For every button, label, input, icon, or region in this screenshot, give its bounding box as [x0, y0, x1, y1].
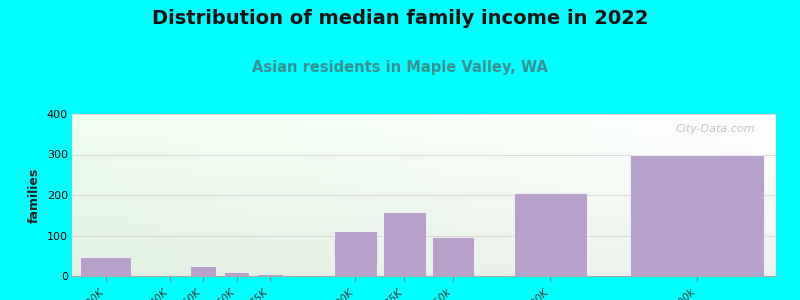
Bar [432, 237, 474, 276]
Text: Asian residents in Maple Valley, WA: Asian residents in Maple Valley, WA [252, 60, 548, 75]
Y-axis label: families: families [28, 167, 41, 223]
Bar [630, 154, 764, 276]
Text: City-Data.com: City-Data.com [675, 124, 755, 134]
Bar [224, 272, 250, 276]
Bar [80, 257, 131, 276]
Bar [190, 266, 216, 276]
Bar [383, 212, 426, 276]
Bar [334, 232, 377, 276]
Bar [258, 274, 283, 276]
Text: Distribution of median family income in 2022: Distribution of median family income in … [152, 9, 648, 28]
Bar [514, 193, 587, 276]
